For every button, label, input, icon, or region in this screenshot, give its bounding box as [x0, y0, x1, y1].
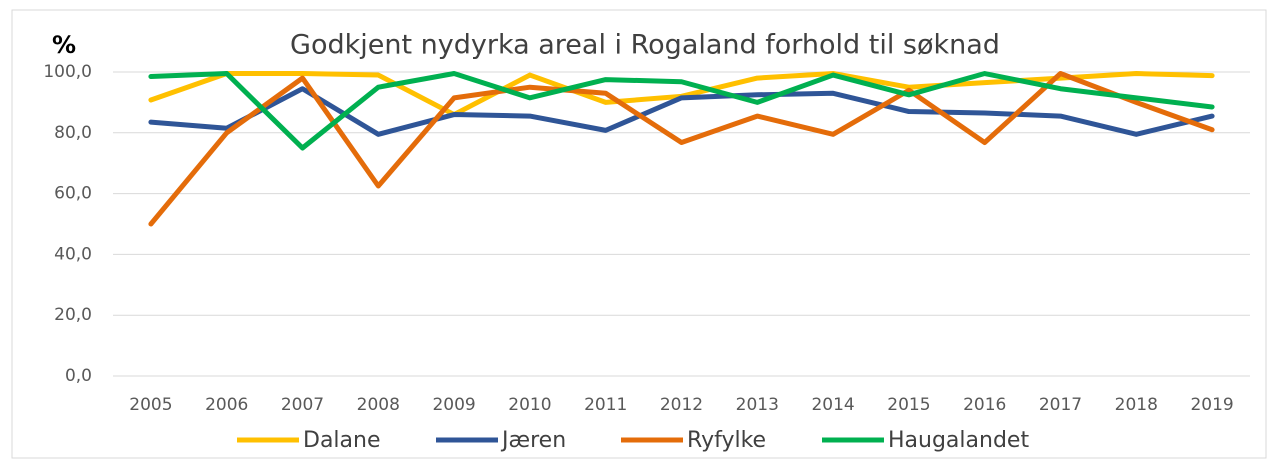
legend-label: Ryfylke	[687, 428, 766, 453]
series-line	[148, 86, 1215, 137]
x-tick-label: 2010	[508, 395, 551, 415]
series-line	[148, 71, 1215, 151]
x-tick-label: 2006	[205, 395, 248, 415]
y-tick-label: 100,0	[43, 62, 92, 82]
x-tick-label: 2014	[811, 395, 854, 415]
y-tick-label: 80,0	[54, 123, 92, 143]
x-tick-label: 2009	[432, 395, 475, 415]
x-tick-label: 2017	[1039, 395, 1082, 415]
y-axis-label: %	[52, 31, 76, 59]
x-tick-label: 2012	[660, 395, 703, 415]
x-tick-label: 2016	[963, 395, 1006, 415]
x-tick-label: 2015	[887, 395, 930, 415]
legend-label: Dalane	[303, 428, 381, 453]
chart-frame	[11, 9, 1267, 459]
legend-label: Haugalandet	[888, 428, 1029, 453]
x-tick-label: 2005	[129, 395, 172, 415]
y-tick-label: 0,0	[65, 366, 92, 386]
x-tick-label: 2008	[357, 395, 400, 415]
y-tick-label: 20,0	[54, 305, 92, 325]
y-tick-label: 40,0	[54, 244, 92, 264]
x-tick-label: 2011	[584, 395, 627, 415]
y-tick-label: 60,0	[54, 184, 92, 204]
chart-title: Godkjent nydyrka areal i Rogaland forhol…	[290, 30, 1000, 61]
x-tick-label: 2007	[281, 395, 324, 415]
x-tick-label: 2013	[736, 395, 779, 415]
series-line	[148, 71, 1215, 227]
x-tick-label: 2019	[1190, 395, 1233, 415]
x-tick-label: 2018	[1115, 395, 1158, 415]
legend-label: Jæren	[500, 428, 566, 453]
